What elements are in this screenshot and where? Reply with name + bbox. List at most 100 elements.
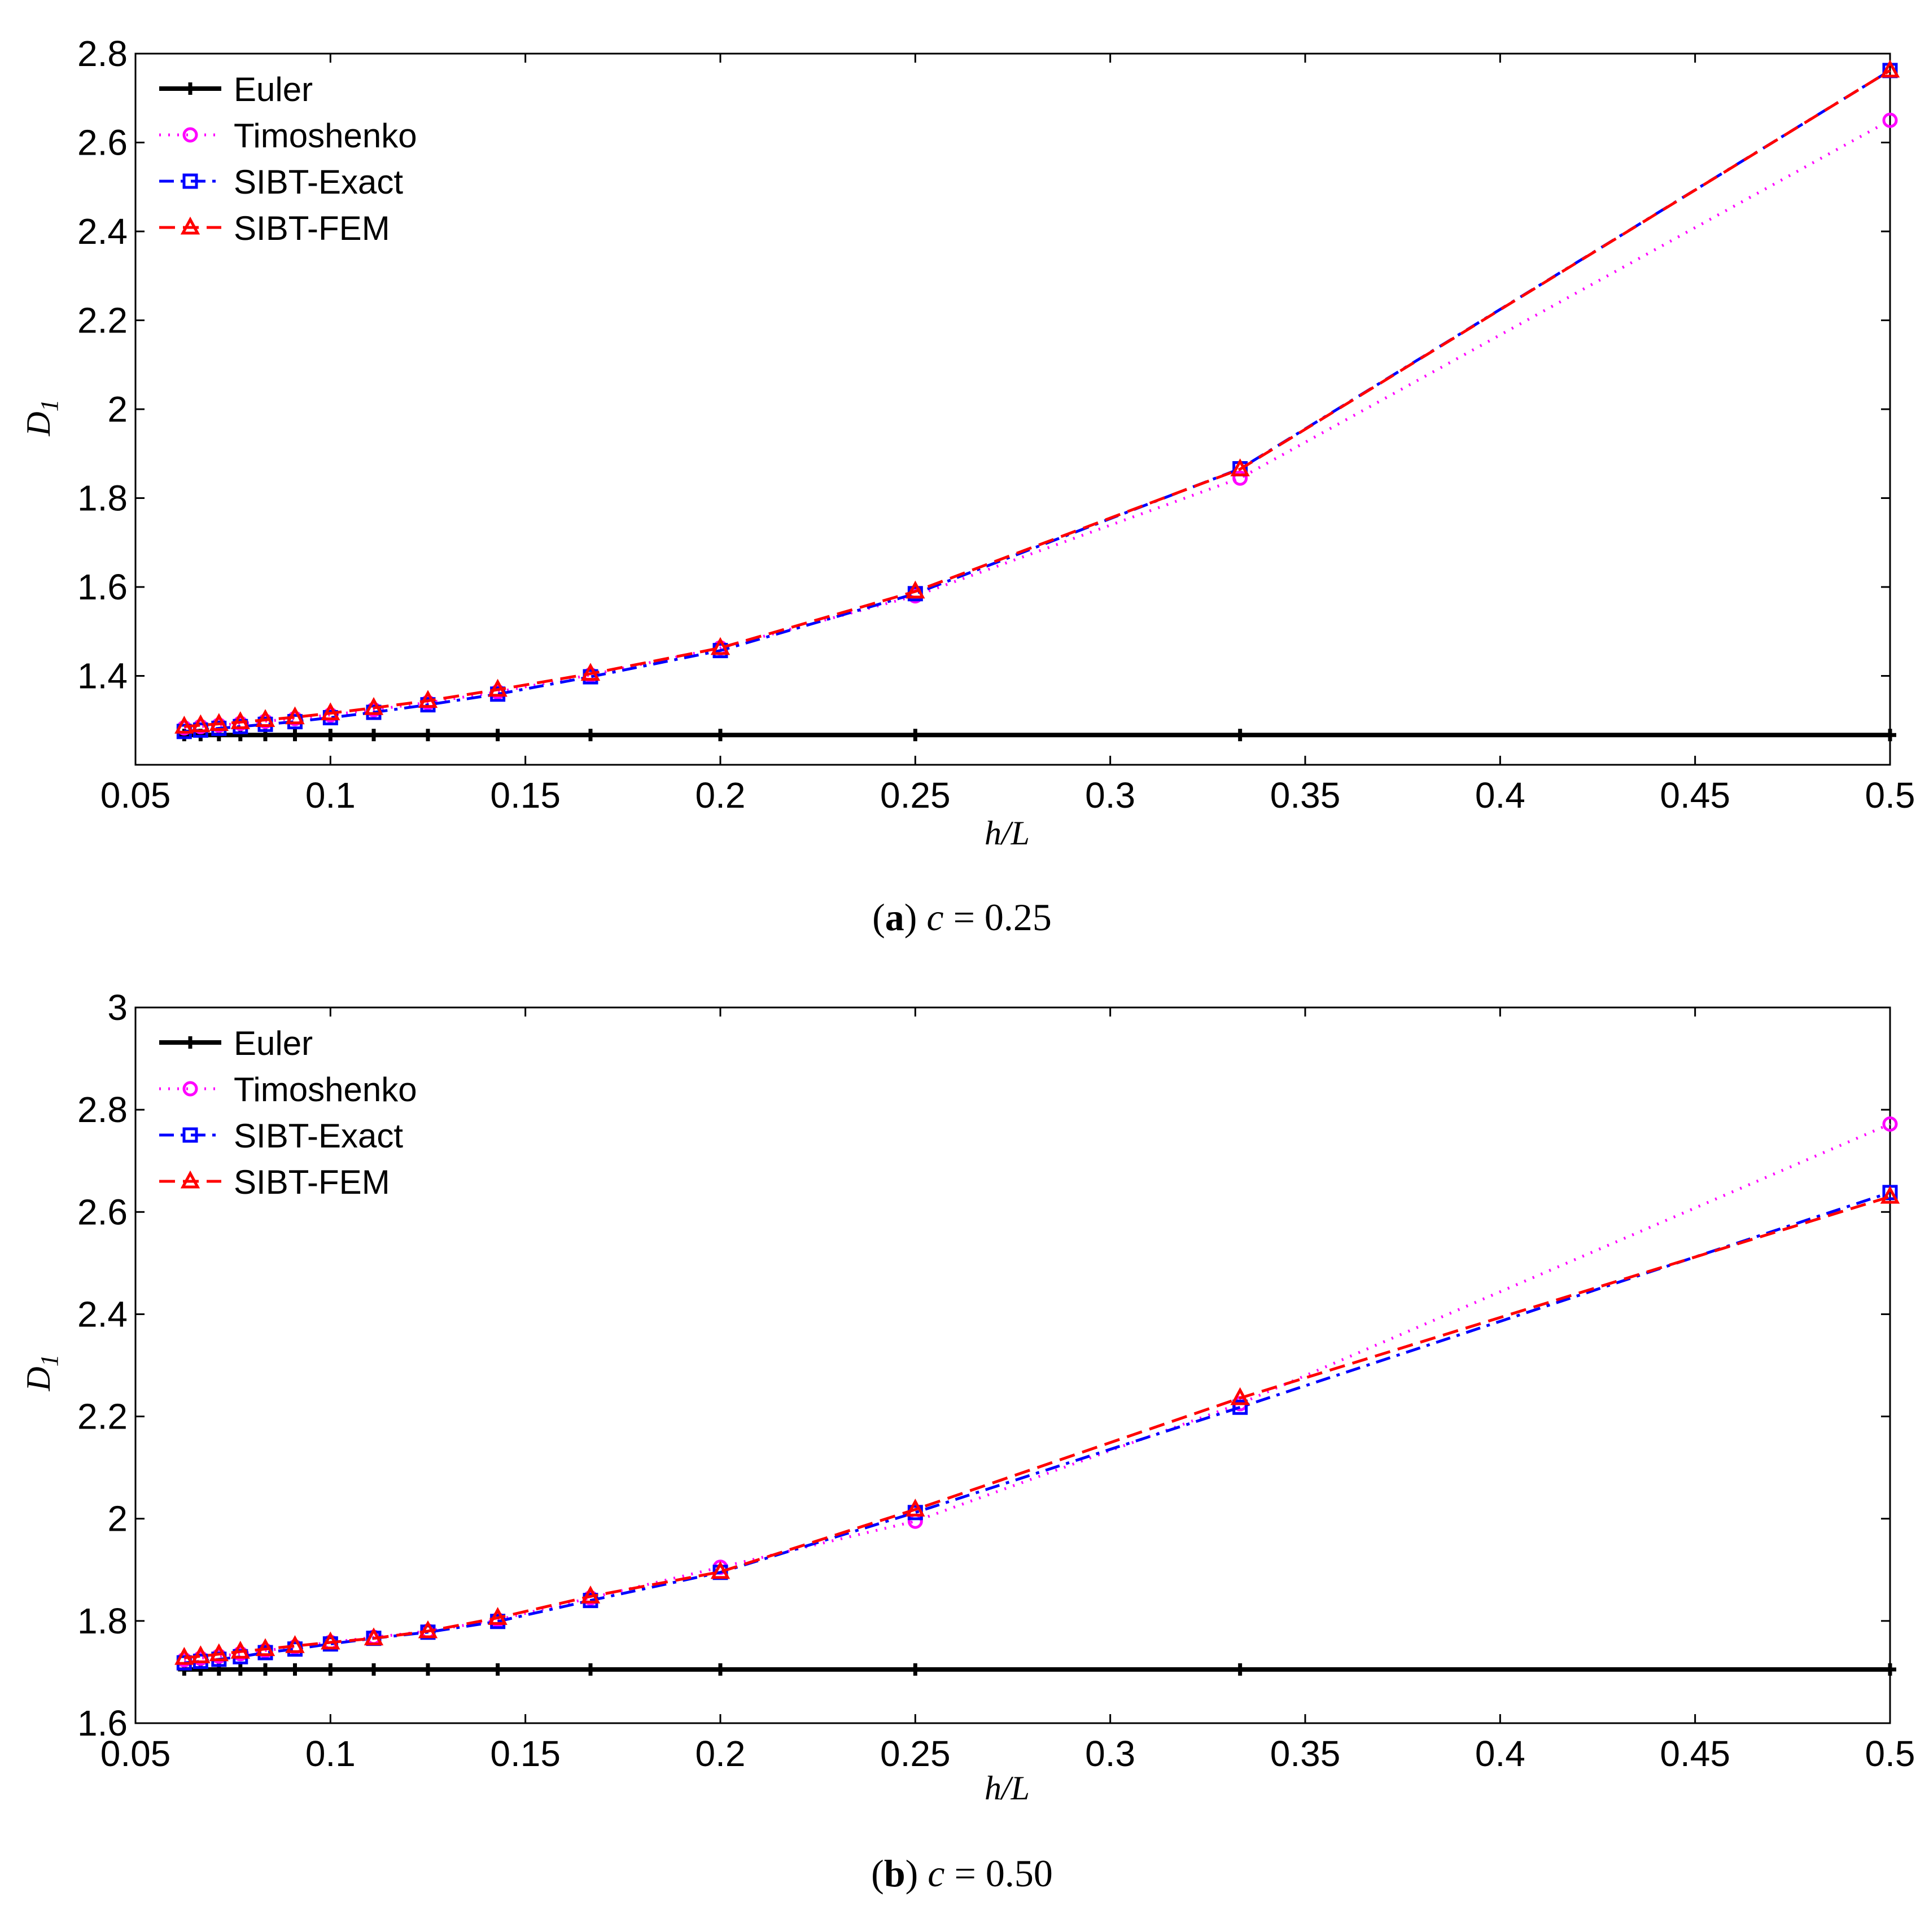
series-b-euler bbox=[178, 1663, 1896, 1676]
x-tick-label-b-4: 0.25 bbox=[880, 1733, 951, 1774]
legend-marker-b-1 bbox=[182, 1081, 198, 1097]
x-tick-label-a-7: 0.4 bbox=[1475, 775, 1525, 816]
data-point-a-3-13 bbox=[1230, 458, 1250, 476]
x-tick-label-a-4: 0.25 bbox=[880, 775, 951, 816]
series-b-sibt-fem bbox=[174, 1185, 1900, 1665]
panel-b: 0.05 0.1 0.15 0.2 0.25 0.3 0.35 0.4 0.45 0.5 1.6 1.… bbox=[20, 987, 1915, 1895]
data-point-a-3-8 bbox=[418, 690, 438, 708]
data-point-b-0-6 bbox=[324, 1663, 337, 1676]
x-tick-label-b-6: 0.35 bbox=[1270, 1733, 1341, 1774]
data-point-b-3-10 bbox=[580, 1585, 601, 1604]
panel-a: 0.05 0.1 0.15 0.2 0.25 0.3 0.35 0.4 0.45 0.5 1.4 1.… bbox=[20, 33, 1915, 939]
y-tick-label-b-6: 2.8 bbox=[77, 1089, 128, 1130]
y-axis-label-b: D1 bbox=[20, 1354, 63, 1391]
data-point-b-3-3 bbox=[230, 1640, 250, 1659]
y-axis-label-sub-a: 1 bbox=[36, 399, 63, 411]
data-point-b-0-14 bbox=[1884, 1663, 1896, 1676]
data-point-a-0-11 bbox=[714, 729, 727, 742]
data-point-b-3-7 bbox=[364, 1627, 384, 1646]
caption-a: (a) c = 0.25 bbox=[872, 896, 1052, 939]
x-tick-label-a-6: 0.35 bbox=[1270, 775, 1341, 816]
series-line-a-1 bbox=[184, 119, 1891, 730]
data-point-b-0-7 bbox=[367, 1663, 380, 1676]
data-point-a-3-14 bbox=[1880, 59, 1900, 78]
data-point-b-3-14 bbox=[1880, 1185, 1900, 1204]
data-point-a-3-10 bbox=[580, 663, 601, 681]
data-point-b-1-14 bbox=[1882, 1116, 1898, 1132]
legend-label-b-1: Timoshenko bbox=[234, 1071, 417, 1109]
y-tick-label-a-2: 1.8 bbox=[77, 478, 128, 519]
data-point-b-0-11 bbox=[714, 1663, 727, 1676]
caption-b-letter: b bbox=[884, 1852, 906, 1895]
x-tick-label-b-7: 0.4 bbox=[1475, 1733, 1525, 1774]
legend-label-a-3: SIBT-FEM bbox=[234, 209, 390, 247]
data-point-a-0-10 bbox=[584, 729, 597, 742]
legend-marker-b-2 bbox=[182, 1127, 198, 1143]
legend-marker-b-0 bbox=[184, 1036, 196, 1049]
y-tick-label-a-1: 1.6 bbox=[77, 567, 128, 607]
x-tick-label-b-0: 0.05 bbox=[100, 1733, 171, 1774]
series-line-a-3 bbox=[184, 69, 1891, 728]
y-tick-label-b-3: 2.2 bbox=[77, 1396, 128, 1437]
x-tick-label-a-9: 0.5 bbox=[1865, 775, 1915, 816]
y-tick-label-b-1: 1.8 bbox=[77, 1601, 128, 1641]
x-tick-label-b-9: 0.5 bbox=[1865, 1733, 1915, 1774]
data-point-b-3-12 bbox=[906, 1499, 925, 1517]
data-point-b-0-5 bbox=[288, 1663, 301, 1676]
data-point-b-0-12 bbox=[909, 1663, 922, 1676]
plot-area-b: 0.05 0.1 0.15 0.2 0.25 0.3 0.35 0.4 0.45 0.5 1.6 1.… bbox=[77, 987, 1915, 1774]
y-tick-label-a-6: 2.6 bbox=[77, 122, 128, 163]
caption-b: (b) c = 0.50 bbox=[871, 1852, 1053, 1895]
data-point-a-1-13 bbox=[1232, 470, 1248, 486]
data-point-a-3-9 bbox=[488, 678, 508, 697]
data-point-a-0-5 bbox=[288, 729, 301, 742]
x-tick-label-b-1: 0.1 bbox=[305, 1733, 356, 1774]
x-axis-label-b: h/L bbox=[985, 1769, 1030, 1807]
legend-marker-a-0 bbox=[184, 82, 196, 95]
data-point-a-3-1 bbox=[191, 714, 211, 733]
data-point-b-2-13 bbox=[1232, 1399, 1248, 1415]
legend-marker-a-2 bbox=[182, 173, 198, 189]
legend-label-a-0: Euler bbox=[234, 71, 313, 108]
data-point-a-3-12 bbox=[906, 580, 925, 599]
data-point-a-0-8 bbox=[422, 729, 434, 742]
x-tick-label-a-0: 0.05 bbox=[100, 775, 171, 816]
data-point-b-3-9 bbox=[488, 1607, 508, 1625]
y-axis-label-a: D1 bbox=[20, 399, 63, 436]
x-tick-label-b-5: 0.3 bbox=[1085, 1733, 1135, 1774]
caption-a-value: = 0.25 bbox=[944, 896, 1052, 939]
y-tick-label-a-7: 2.8 bbox=[77, 33, 128, 74]
data-point-a-3-2 bbox=[209, 713, 229, 731]
data-point-b-3-8 bbox=[418, 1620, 438, 1639]
plot-area-a: 0.05 0.1 0.15 0.2 0.25 0.3 0.35 0.4 0.45 0.5 1.4 1.… bbox=[77, 33, 1915, 816]
caption-b-variable: c bbox=[928, 1852, 944, 1895]
y-tick-label-b-4: 2.4 bbox=[77, 1294, 128, 1334]
y-axis-label-main-a: D bbox=[20, 411, 57, 436]
legend-marker-a-3 bbox=[180, 216, 200, 235]
data-point-b-0-4 bbox=[259, 1663, 272, 1676]
legend-label-a-1: Timoshenko bbox=[234, 117, 417, 155]
x-axis-label-a: h/L bbox=[985, 814, 1030, 852]
data-point-a-3-7 bbox=[364, 696, 384, 715]
y-tick-label-b-7: 3 bbox=[107, 987, 128, 1028]
data-point-b-0-10 bbox=[584, 1663, 597, 1676]
y-tick-label-a-3: 2 bbox=[107, 389, 128, 430]
legend-label-b-0: Euler bbox=[234, 1024, 313, 1062]
data-point-a-0-13 bbox=[1233, 729, 1246, 742]
x-tick-label-b-3: 0.2 bbox=[696, 1733, 746, 1774]
x-tick-label-a-8: 0.45 bbox=[1660, 775, 1730, 816]
data-point-a-3-5 bbox=[285, 706, 305, 725]
data-point-a-0-9 bbox=[491, 729, 504, 742]
x-tick-label-b-2: 0.15 bbox=[490, 1733, 561, 1774]
data-point-b-0-3 bbox=[234, 1663, 247, 1676]
legend-b: Euler Timoshenko SIBT-Exact SIBT-FEM bbox=[159, 1024, 417, 1201]
y-tick-label-a-4: 2.2 bbox=[77, 300, 128, 341]
axes-frame-b bbox=[134, 1006, 1891, 1724]
data-point-b-3-6 bbox=[321, 1631, 340, 1650]
data-point-b-3-13 bbox=[1230, 1387, 1250, 1405]
data-point-b-3-4 bbox=[255, 1638, 275, 1657]
legend-a: Euler Timoshenko SIBT-Exact SIBT-FEM bbox=[159, 71, 417, 247]
data-point-b-0-9 bbox=[491, 1663, 504, 1676]
y-tick-label-a-0: 1.4 bbox=[77, 656, 128, 696]
y-axis-label-sub-b: 1 bbox=[36, 1354, 63, 1366]
